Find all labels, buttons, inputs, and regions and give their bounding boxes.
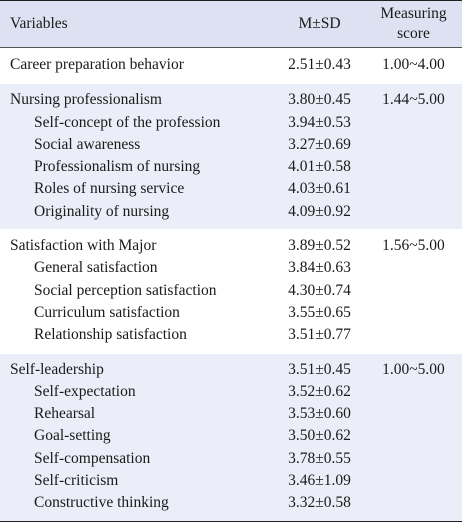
- item-msd: 3.46±1.09: [288, 472, 351, 490]
- item-label: Self-expectation: [34, 382, 136, 400]
- group-score: 1.44~5.00: [382, 91, 445, 109]
- group-msd: 3.51±0.45: [288, 360, 351, 378]
- item-label: Self-compensation: [34, 449, 151, 467]
- header-score-line2: score: [397, 25, 430, 42]
- group-msd: 3.80±0.45: [288, 91, 351, 109]
- table-row: Professionalism of nursing 4.01±0.58: [0, 156, 462, 178]
- group-label: Nursing professionalism: [10, 91, 162, 109]
- item-label: General satisfaction: [34, 259, 158, 277]
- table-row: Constructive thinking 3.32±0.58: [0, 492, 462, 514]
- header-measuring-score: Measuring score: [365, 4, 462, 44]
- group-row: Satisfaction with Major 3.89±0.52 1.56~5…: [0, 235, 462, 257]
- table-row: Relationship satisfaction 3.51±0.77: [0, 324, 462, 346]
- item-msd: 3.55±0.65: [288, 303, 351, 321]
- group-score: 1.00~5.00: [382, 360, 445, 378]
- table-row: Self-expectation 3.52±0.62: [0, 381, 462, 403]
- group-row: Career preparation behavior 2.51±0.43 1.…: [0, 54, 462, 76]
- item-label: Social perception satisfaction: [34, 281, 217, 299]
- item-label: Self-concept of the profession: [34, 113, 221, 131]
- item-label: Rehearsal: [34, 405, 96, 423]
- item-msd: 3.27±0.69: [288, 135, 351, 153]
- group-nursing-professionalism: Nursing professionalism 3.80±0.45 1.44~5…: [0, 83, 462, 230]
- group-label: Self-leadership: [10, 360, 104, 378]
- header-msd: M±SD: [298, 15, 341, 32]
- item-msd: 3.50±0.62: [288, 427, 351, 445]
- group-score: 1.00~4.00: [382, 56, 445, 73]
- table-row: Curriculum satisfaction 3.55±0.65: [0, 302, 462, 324]
- table-row: Originality of nursing 4.09±0.92: [0, 201, 462, 223]
- table-row: Self-criticism 3.46±1.09: [0, 470, 462, 492]
- item-msd: 3.52±0.62: [288, 382, 351, 400]
- group-score: 1.56~5.00: [382, 237, 445, 255]
- item-msd: 4.01±0.58: [288, 158, 351, 176]
- group-self-leadership: Self-leadership 3.51±0.45 1.00~5.00 Self…: [0, 352, 462, 521]
- item-label: Curriculum satisfaction: [34, 303, 180, 321]
- item-msd: 4.09±0.92: [288, 202, 351, 220]
- item-msd: 3.78±0.55: [288, 449, 351, 467]
- group-row: Self-leadership 3.51±0.45 1.00~5.00: [0, 359, 462, 381]
- group-row: Nursing professionalism 3.80±0.45 1.44~5…: [0, 89, 462, 111]
- table-row: Self-concept of the profession 3.94±0.53: [0, 112, 462, 134]
- item-label: Self-criticism: [34, 472, 119, 490]
- table-row: Roles of nursing service 4.03±0.61: [0, 178, 462, 200]
- table-header-row: Variables M±SD Measuring score: [0, 1, 462, 48]
- item-msd: 4.03±0.61: [288, 180, 351, 198]
- group-msd: 3.89±0.52: [288, 237, 351, 255]
- item-msd: 3.32±0.58: [288, 494, 351, 512]
- item-label: Originality of nursing: [34, 202, 170, 220]
- table-row: Social awareness 3.27±0.69: [0, 134, 462, 156]
- group-career-preparation: Career preparation behavior 2.51±0.43 1.…: [0, 48, 462, 83]
- item-label: Relationship satisfaction: [34, 326, 187, 344]
- group-label: Satisfaction with Major: [10, 237, 157, 255]
- item-label: Professionalism of nursing: [34, 158, 201, 176]
- item-msd: 3.94±0.53: [288, 113, 351, 131]
- item-label: Social awareness: [34, 135, 141, 153]
- table-row: Goal-setting 3.50±0.62: [0, 425, 462, 447]
- item-msd: 3.51±0.77: [288, 326, 351, 344]
- item-msd: 3.53±0.60: [288, 405, 351, 423]
- table-row: Rehearsal 3.53±0.60: [0, 403, 462, 425]
- group-msd: 2.51±0.43: [288, 56, 351, 73]
- table-row: Self-compensation 3.78±0.55: [0, 448, 462, 470]
- item-msd: 3.84±0.63: [288, 259, 351, 277]
- table-row: General satisfaction 3.84±0.63: [0, 257, 462, 279]
- item-label: Constructive thinking: [34, 494, 169, 512]
- item-msd: 4.30±0.74: [288, 281, 351, 299]
- group-satisfaction-with-major: Satisfaction with Major 3.89±0.52 1.56~5…: [0, 229, 462, 352]
- table-row: Social perception satisfaction 4.30±0.74: [0, 280, 462, 302]
- group-label: Career preparation behavior: [10, 56, 184, 73]
- item-label: Roles of nursing service: [34, 180, 185, 198]
- header-variables: Variables: [10, 15, 68, 32]
- item-label: Goal-setting: [34, 427, 111, 445]
- header-score-line1: Measuring: [380, 5, 447, 22]
